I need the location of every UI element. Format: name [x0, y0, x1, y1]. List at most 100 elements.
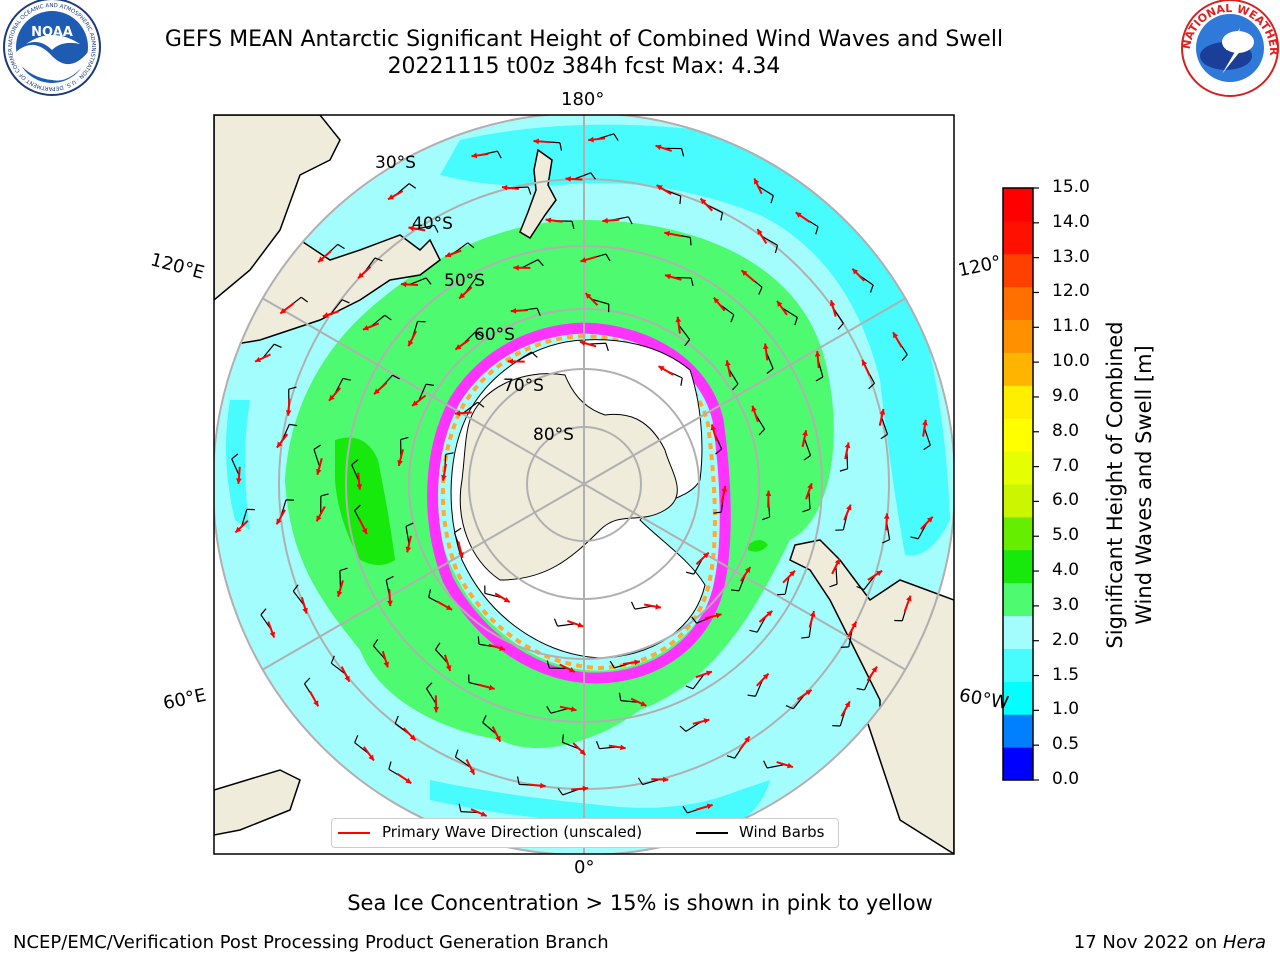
wind-barb-flag [680, 377, 683, 386]
wind-barb [262, 343, 275, 359]
wave-arrow-head [577, 622, 584, 628]
graticule [214, 115, 954, 854]
wind-barb-flag [770, 195, 774, 204]
wave-arrow-head [846, 504, 852, 511]
wind-barb-flag [304, 677, 311, 685]
nws-logo: NATIONAL WEATHER SERVICE [0, 0, 1280, 97]
wave-arrow-head [513, 264, 519, 271]
wind-barb [241, 509, 248, 527]
wind-barb [692, 674, 705, 690]
wave-arrow-head [565, 176, 571, 182]
wave-arrow-head [533, 138, 539, 145]
wind-barb [455, 756, 471, 768]
wind-barb [460, 811, 479, 814]
wave-arrow-head [721, 485, 728, 492]
wind-barb-flag [803, 454, 811, 461]
legend-wave-label: Primary Wave Direction (unscaled) [382, 823, 643, 841]
wind-barb-flag [691, 616, 698, 624]
wave-arrow-head [495, 735, 501, 742]
wind-barb-flag [313, 444, 322, 450]
wind-barb-flag [829, 583, 838, 588]
wind-barb-flag [684, 339, 691, 347]
wind-barb [330, 662, 346, 675]
wave-arrow-head [315, 468, 322, 475]
wave-arrow-head [762, 343, 769, 350]
wave-arrow-head [656, 185, 663, 191]
wave-arrow-head [329, 394, 335, 401]
footer-machine: Hera [1222, 932, 1266, 953]
wave-arrow-head [362, 325, 369, 331]
wind-barb-flag [292, 584, 299, 592]
wave-arrow-head [602, 217, 608, 224]
colorbar-tick-label: 7.0 [1052, 455, 1080, 476]
wind-barb [462, 401, 479, 414]
colorbar-segment [1003, 418, 1033, 452]
colorbar-segment [1003, 648, 1033, 682]
wave-arrow-head [665, 273, 671, 280]
wave-arrow-head [313, 700, 319, 707]
colorbar-tick-label: 1.5 [1052, 664, 1080, 685]
colorbar-segment [1003, 549, 1033, 584]
wave-arrow-head [585, 293, 592, 299]
colorbar-tick-label: 10.0 [1052, 351, 1090, 372]
wind-barb [231, 458, 240, 476]
wind-barb [313, 449, 321, 467]
wind-barb-flag [400, 436, 409, 441]
wave-arrow-head [664, 230, 670, 237]
wind-barb [620, 700, 639, 703]
sea-ice-edge [427, 322, 731, 684]
wave-arrow-head [906, 595, 912, 602]
wave-arrow-head [844, 442, 851, 449]
colorbar-tick-label: 12.0 [1052, 281, 1090, 302]
wave-band-4-5m [335, 437, 395, 565]
wave-arrow-head [269, 631, 276, 638]
wind-barb-flag [815, 376, 824, 382]
wave-arrow-head [358, 272, 364, 279]
wave-arrow-head [741, 270, 748, 276]
wave-arrow-head [871, 666, 877, 673]
wave-arrow-head [441, 474, 447, 481]
wind-barb-flag [758, 428, 765, 436]
wind-barb-flag [425, 383, 435, 386]
wind-barb-flag [726, 755, 735, 759]
wind-barb-flag [557, 788, 564, 796]
wind-barb-flag [320, 493, 329, 497]
wave-arrow-head [706, 670, 712, 677]
wave-arrow-head [634, 659, 640, 666]
wave-arrow-head [276, 441, 283, 448]
wind-barb-flag [354, 504, 361, 511]
wind-barb-flag [537, 259, 544, 267]
map-legend: Primary Wave Direction (unscaled) Wind B… [331, 818, 839, 848]
wave-arrow-head [851, 621, 857, 628]
wave-arrow-head [255, 356, 262, 363]
wave-arrow-head [861, 359, 868, 366]
wind-barb-flag [637, 777, 644, 785]
wave-arrow-head [458, 552, 464, 558]
colorbar-tick-label: 9.0 [1052, 385, 1080, 406]
wind-barb-flag [682, 805, 688, 814]
wind-barb-flag [496, 150, 502, 159]
colorbar-tick-label: 6.0 [1052, 490, 1080, 511]
wind-barb-flag [609, 660, 615, 669]
wind-barb-flag [561, 734, 565, 743]
wind-barb-flag [516, 776, 520, 785]
wind-barb-flag [868, 382, 875, 390]
wave-arrow-head [455, 344, 462, 350]
wind-barb-flag [475, 277, 484, 282]
wind-barb [923, 427, 931, 446]
wind-barb-flag [681, 148, 685, 157]
sea-ice-inner [440, 333, 717, 671]
wind-barb-flag [679, 195, 682, 205]
wave-arrow-head [777, 300, 783, 307]
wind-barb-flag [559, 142, 563, 151]
wave-arrow-head [383, 661, 390, 668]
wind-barb-flag [394, 715, 399, 724]
colorbar-segment [1003, 253, 1033, 288]
colorbar-tick-label: 11.0 [1052, 316, 1090, 337]
wind-barb-flag [766, 368, 774, 374]
wave-arrow-head [361, 527, 368, 534]
wind-barb-flag [474, 331, 483, 337]
wave-arrow-head [405, 777, 412, 784]
wave-arrow-head [809, 611, 816, 617]
colorbar-segment [1003, 286, 1033, 321]
